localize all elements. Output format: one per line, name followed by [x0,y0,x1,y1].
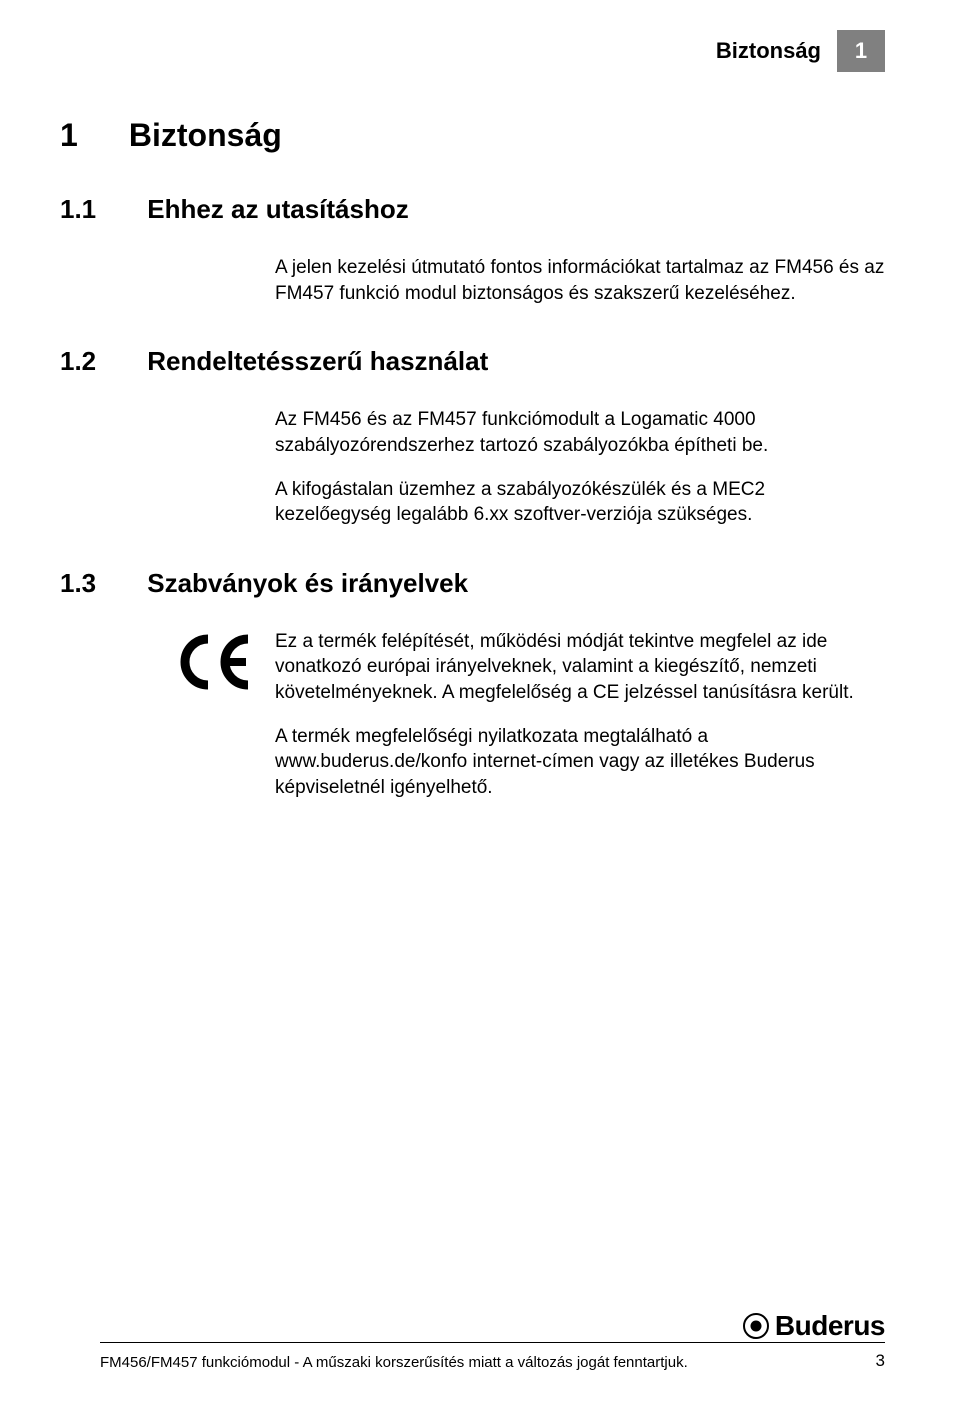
section-title: Rendeltetésszerű használat [147,346,488,376]
section-title: Szabványok és irányelvek [147,568,468,598]
section-body-1-3: Ez a termék felépítését, működési módját… [180,629,885,819]
brand-name: Buderus [775,1310,885,1342]
header-title: Biztonság [716,30,837,72]
ce-mark-icon [180,629,275,819]
section-number: 1.3 [60,568,140,599]
paragraph: A kifogástalan üzemhez a szabályozókészü… [275,477,885,528]
page-number: 3 [876,1351,885,1371]
section-number: 1.2 [60,346,140,377]
paragraph: A termék megfelelőségi nyilatkozata megt… [275,724,885,801]
section-heading-1-3: 1.3 Szabványok és irányelvek [60,568,885,599]
header-chapter-number: 1 [837,30,885,72]
footer-divider [100,1342,885,1343]
paragraph: Az FM456 és az FM457 funkciómodult a Log… [275,407,885,458]
paragraph: A jelen kezelési útmutató fontos informá… [275,255,885,306]
chapter-number: 1 [60,117,120,154]
page-header: Biztonság 1 [100,30,885,72]
section-title: Ehhez az utasításhoz [147,194,409,224]
brand-icon [743,1313,769,1339]
ce-text: Ez a termék felépítését, működési módját… [275,629,885,819]
chapter-heading: 1 Biztonság [60,117,885,154]
section-number: 1.1 [60,194,140,225]
chapter-title: Biztonság [129,117,282,153]
section-body-1-1: A jelen kezelési útmutató fontos informá… [275,255,885,306]
section-body-1-2: Az FM456 és az FM457 funkciómodult a Log… [275,407,885,528]
section-heading-1-1: 1.1 Ehhez az utasításhoz [60,194,885,225]
section-heading-1-2: 1.2 Rendeltetésszerű használat [60,346,885,377]
paragraph: Ez a termék felépítését, működési módját… [275,629,885,706]
page-footer: Buderus FM456/FM457 funkciómodul - A műs… [100,1310,885,1371]
footer-brand: Buderus [100,1310,885,1342]
footer-text: FM456/FM457 funkciómodul - A műszaki kor… [100,1354,688,1371]
brand-logo: Buderus [743,1310,885,1342]
